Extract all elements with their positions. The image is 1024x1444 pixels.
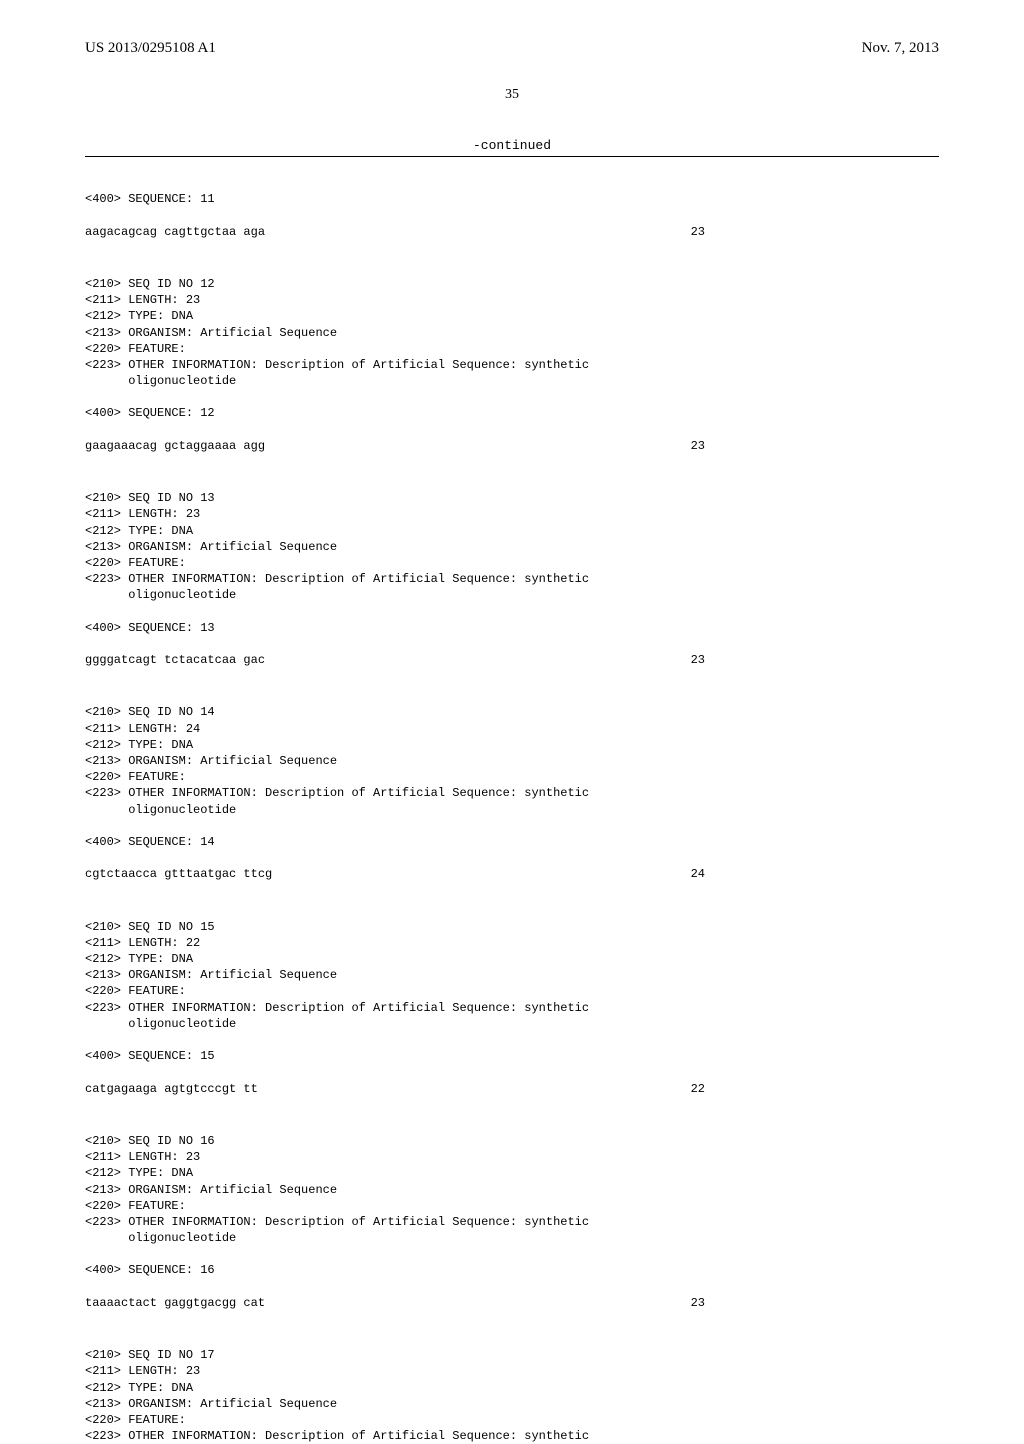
sequence-meta-line: oligonucleotide (85, 373, 939, 389)
sequence-meta-line: <213> ORGANISM: Artificial Sequence (85, 967, 939, 983)
sequence-meta-line: <223> OTHER INFORMATION: Description of … (85, 1428, 939, 1444)
sequence-meta-line (85, 1032, 939, 1048)
sequence-length: 23 (691, 652, 705, 668)
sequence-text: taaaactact gaggtgacgg cat (85, 1295, 265, 1311)
sequence-block: <210> SEQ ID NO 15<211> LENGTH: 22<212> … (85, 919, 939, 1113)
sequence-text: gaagaaacag gctaggaaaa agg (85, 438, 265, 454)
document-header: US 2013/0295108 A1 Nov. 7, 2013 (85, 40, 939, 57)
sequence-meta-line: <220> FEATURE: (85, 769, 939, 785)
sequence-meta-line: <212> TYPE: DNA (85, 737, 939, 753)
sequence-meta-line: oligonucleotide (85, 1016, 939, 1032)
sequence-meta-line: <223> OTHER INFORMATION: Description of … (85, 785, 939, 801)
continued-label: -continued (85, 138, 939, 153)
sequence-meta-line: <210> SEQ ID NO 13 (85, 490, 939, 506)
spacer (85, 1279, 939, 1295)
sequence-meta-line: <212> TYPE: DNA (85, 1380, 939, 1396)
sequence-meta-line: <210> SEQ ID NO 12 (85, 276, 939, 292)
publication-number: US 2013/0295108 A1 (85, 40, 216, 57)
sequence-meta-line (85, 818, 939, 834)
sequence-meta-line: <212> TYPE: DNA (85, 1165, 939, 1181)
sequence-meta-line: <220> FEATURE: (85, 983, 939, 999)
spacer (85, 668, 939, 684)
sequence-meta-line: <220> FEATURE: (85, 341, 939, 357)
sequence-meta-line: <213> ORGANISM: Artificial Sequence (85, 1396, 939, 1412)
sequence-meta-line: oligonucleotide (85, 802, 939, 818)
sequence-text: ggggatcagt tctacatcaa gac (85, 652, 265, 668)
sequence-length: 22 (691, 1081, 705, 1097)
sequence-row: ggggatcagt tctacatcaa gac 23 (85, 652, 705, 668)
sequence-meta-line: <213> ORGANISM: Artificial Sequence (85, 539, 939, 555)
sequence-text: catgagaaga agtgtcccgt tt (85, 1081, 258, 1097)
sequence-meta-line: oligonucleotide (85, 1230, 939, 1246)
sequence-meta-line: <213> ORGANISM: Artificial Sequence (85, 325, 939, 341)
publication-date: Nov. 7, 2013 (862, 40, 939, 57)
sequence-meta-line: <212> TYPE: DNA (85, 308, 939, 324)
sequence-meta-line: <400> SEQUENCE: 16 (85, 1262, 939, 1278)
sequence-meta-line: <223> OTHER INFORMATION: Description of … (85, 1214, 939, 1230)
sequence-length: 24 (691, 866, 705, 882)
spacer (85, 1097, 939, 1113)
sequence-row: cgtctaacca gtttaatgac ttcg 24 (85, 866, 705, 882)
sequence-meta-line: <210> SEQ ID NO 14 (85, 704, 939, 720)
spacer (85, 454, 939, 470)
sequence-meta-line: <223> OTHER INFORMATION: Description of … (85, 357, 939, 373)
sequence-meta-line: <223> OTHER INFORMATION: Description of … (85, 571, 939, 587)
sequence-meta-line: <211> LENGTH: 23 (85, 1149, 939, 1165)
sequence-meta-line: <211> LENGTH: 23 (85, 1363, 939, 1379)
sequence-meta-line: <210> SEQ ID NO 16 (85, 1133, 939, 1149)
sequence-meta-line: <400> SEQUENCE: 13 (85, 620, 939, 636)
sequence-meta-line: <212> TYPE: DNA (85, 523, 939, 539)
sequence-meta-line: <400> SEQUENCE: 14 (85, 834, 939, 850)
sequence-row: taaaactact gaggtgacgg cat 23 (85, 1295, 705, 1311)
sequence-row: catgagaaga agtgtcccgt tt 22 (85, 1081, 705, 1097)
sequence-meta-line: <220> FEATURE: (85, 1412, 939, 1428)
sequence-block: <210> SEQ ID NO 17<211> LENGTH: 23<212> … (85, 1347, 939, 1444)
sequence-meta-line: <210> SEQ ID NO 17 (85, 1347, 939, 1363)
sequence-row: gaagaaacag gctaggaaaa agg 23 (85, 438, 705, 454)
spacer (85, 636, 939, 652)
sequence-meta-line: <211> LENGTH: 22 (85, 935, 939, 951)
sequence-meta-line: <220> FEATURE: (85, 1198, 939, 1214)
sequence-meta-line (85, 1246, 939, 1262)
spacer (85, 850, 939, 866)
page-number: 35 (85, 87, 939, 103)
sequence-text: aagacagcag cagttgctaa aga (85, 224, 265, 240)
sequence-meta-line: <213> ORGANISM: Artificial Sequence (85, 753, 939, 769)
spacer (85, 240, 939, 256)
sequence-length: 23 (691, 224, 705, 240)
sequence-meta-line: <211> LENGTH: 24 (85, 721, 939, 737)
sequence-block: <210> SEQ ID NO 14<211> LENGTH: 24<212> … (85, 704, 939, 898)
sequence-meta-line: <400> SEQUENCE: 15 (85, 1048, 939, 1064)
sequence-meta-line (85, 604, 939, 620)
sequence-meta-line (85, 389, 939, 405)
spacer (85, 422, 939, 438)
sequence-row: aagacagcag cagttgctaa aga 23 (85, 224, 705, 240)
sequence-meta-line: oligonucleotide (85, 587, 939, 603)
sequence-meta-line: <220> FEATURE: (85, 555, 939, 571)
sequence-text: cgtctaacca gtttaatgac ttcg (85, 866, 272, 882)
spacer (85, 207, 939, 223)
sequence-block: <210> SEQ ID NO 12<211> LENGTH: 23<212> … (85, 276, 939, 470)
sequence-listing: <400> SEQUENCE: 11 aagacagcag cagttgctaa… (85, 175, 939, 1444)
sequence-block: <400> SEQUENCE: 11 aagacagcag cagttgctaa… (85, 191, 939, 256)
sequence-meta-line: <211> LENGTH: 23 (85, 506, 939, 522)
sequence-length: 23 (691, 1295, 705, 1311)
spacer (85, 1311, 939, 1327)
sequence-length: 23 (691, 438, 705, 454)
spacer (85, 883, 939, 899)
sequence-meta-line: <223> OTHER INFORMATION: Description of … (85, 1000, 939, 1016)
sequence-meta-line: <210> SEQ ID NO 15 (85, 919, 939, 935)
sequence-meta-line: <211> LENGTH: 23 (85, 292, 939, 308)
sequence-block: <210> SEQ ID NO 16<211> LENGTH: 23<212> … (85, 1133, 939, 1327)
sequence-meta-line: <213> ORGANISM: Artificial Sequence (85, 1182, 939, 1198)
sequence-block: <210> SEQ ID NO 13<211> LENGTH: 23<212> … (85, 490, 939, 684)
sequence-meta-line: <400> SEQUENCE: 11 (85, 191, 939, 207)
sequence-meta-line: <400> SEQUENCE: 12 (85, 405, 939, 421)
divider-line (85, 156, 939, 157)
sequence-meta-line: <212> TYPE: DNA (85, 951, 939, 967)
spacer (85, 1064, 939, 1080)
